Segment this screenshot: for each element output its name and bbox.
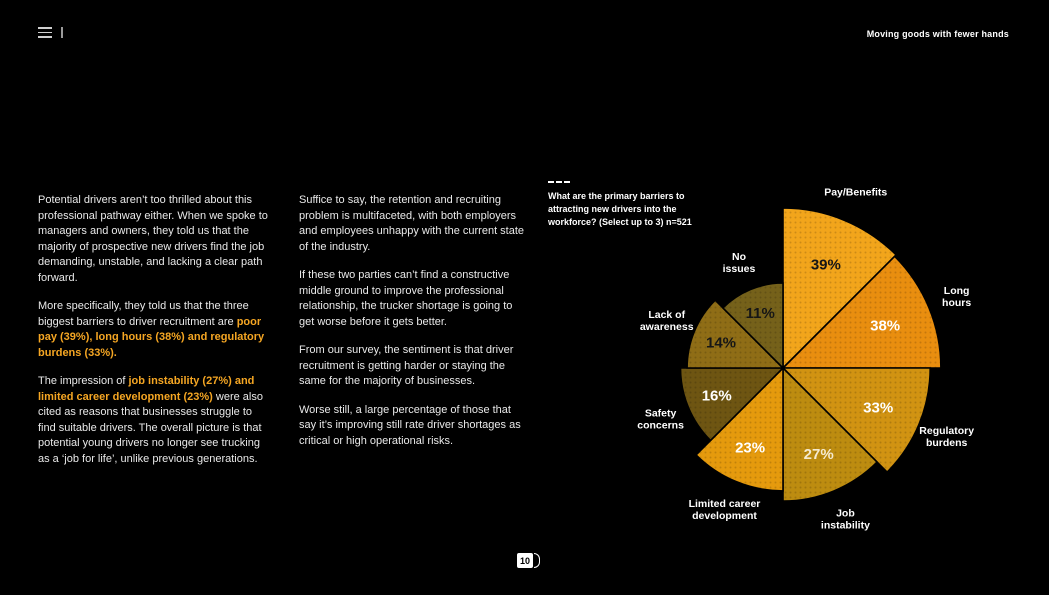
category-label-lack-of-awareness: Lack of awareness bbox=[640, 309, 694, 333]
text-run: Worse still, a large percentage of those… bbox=[299, 403, 521, 447]
category-label-job-instability: Job instability bbox=[821, 508, 870, 532]
paragraph: Potential drivers aren’t too thrilled ab… bbox=[38, 193, 271, 286]
category-label-no-issues: No issues bbox=[723, 251, 756, 275]
category-label-pay-benefits: Pay/Benefits bbox=[824, 186, 887, 198]
wedge-texture bbox=[696, 368, 783, 491]
paragraph: If these two parties can’t find a constr… bbox=[299, 268, 525, 330]
page-number: 10 bbox=[517, 553, 534, 568]
highlight-run: job instability (27%) and limited career… bbox=[38, 375, 255, 403]
chart-question-line: workforce? (Select up to 3) n=521 bbox=[548, 217, 692, 227]
wedge-texture bbox=[783, 368, 878, 502]
chart-question: What are the primary barriers to attracti… bbox=[548, 181, 708, 229]
value-label-pay-benefits: 39% bbox=[811, 257, 841, 274]
text-column-2: Suffice to say, the retention and recrui… bbox=[299, 193, 525, 462]
highlight-run: poor pay (39%), long hours (38%) and reg… bbox=[38, 315, 265, 359]
wedge-texture bbox=[783, 368, 931, 473]
page-flip-icon bbox=[534, 553, 541, 568]
paragraph: Suffice to say, the retention and recrui… bbox=[299, 193, 525, 255]
text-run: Suffice to say, the retention and recrui… bbox=[299, 194, 525, 253]
value-label-limited-career-development: 23% bbox=[735, 439, 765, 456]
chart-question-line: attracting new drivers into the bbox=[548, 204, 677, 214]
paragraph: Worse still, a large percentage of those… bbox=[299, 403, 525, 450]
value-label-no-issues: 11% bbox=[746, 305, 775, 322]
wedge-texture bbox=[783, 208, 897, 368]
rose-chart-wedges bbox=[679, 207, 942, 502]
header-title: Moving goods with fewer hands bbox=[866, 29, 1009, 39]
value-label-safety-concerns: 16% bbox=[702, 387, 732, 404]
category-label-regulatory-burdens: Regulatory burdens bbox=[919, 425, 974, 449]
value-label-lack-of-awareness: 14% bbox=[706, 334, 736, 351]
text-column-1: Potential drivers aren’t too thrilled ab… bbox=[38, 193, 271, 480]
category-label-safety-concerns: Safety concerns bbox=[637, 408, 684, 432]
text-run: were also cited as reasons that business… bbox=[38, 390, 263, 465]
category-label-limited-career-development: Limited career development bbox=[689, 498, 761, 522]
text-run: More specifically, they told us that the… bbox=[38, 300, 249, 328]
category-label-long-hours: Long hours bbox=[942, 285, 971, 309]
wedge-texture bbox=[722, 283, 783, 368]
rose-chart-svg: 39% Pay/Benefits 38% Long hours 33% Regulatory… bbox=[637, 186, 974, 531]
rose-chart-labels: 39% Pay/Benefits 38% Long hours 33% Regulatory… bbox=[637, 186, 974, 531]
text-run: Potential drivers aren’t too thrilled ab… bbox=[38, 194, 268, 284]
text-run: From our survey, the sentiment is that d… bbox=[299, 344, 514, 387]
text-run: The impression of bbox=[38, 375, 129, 387]
paragraph: From our survey, the sentiment is that d… bbox=[299, 343, 525, 390]
text-run: If these two parties can’t find a constr… bbox=[299, 269, 513, 328]
chart-question-text: What are the primary barriers to attracti… bbox=[548, 190, 708, 229]
wedge-texture bbox=[783, 256, 941, 368]
page-number-badge: 10 bbox=[517, 552, 541, 569]
value-label-regulatory-burdens: 33% bbox=[863, 399, 893, 416]
paragraph: More specifically, they told us that the… bbox=[38, 299, 271, 361]
dash-rule bbox=[548, 181, 570, 183]
value-label-long-hours: 38% bbox=[870, 318, 900, 335]
value-label-job-instability: 27% bbox=[804, 446, 834, 463]
logo-mark bbox=[61, 27, 63, 38]
paragraph: The impression of job instability (27%) … bbox=[38, 374, 271, 467]
top-bar: Moving goods with fewer hands bbox=[0, 0, 1049, 48]
wedge-texture bbox=[680, 368, 783, 441]
hamburger-menu-icon[interactable] bbox=[38, 27, 52, 38]
wedge-texture bbox=[687, 300, 783, 368]
chart-question-line: What are the primary barriers to bbox=[548, 191, 685, 201]
